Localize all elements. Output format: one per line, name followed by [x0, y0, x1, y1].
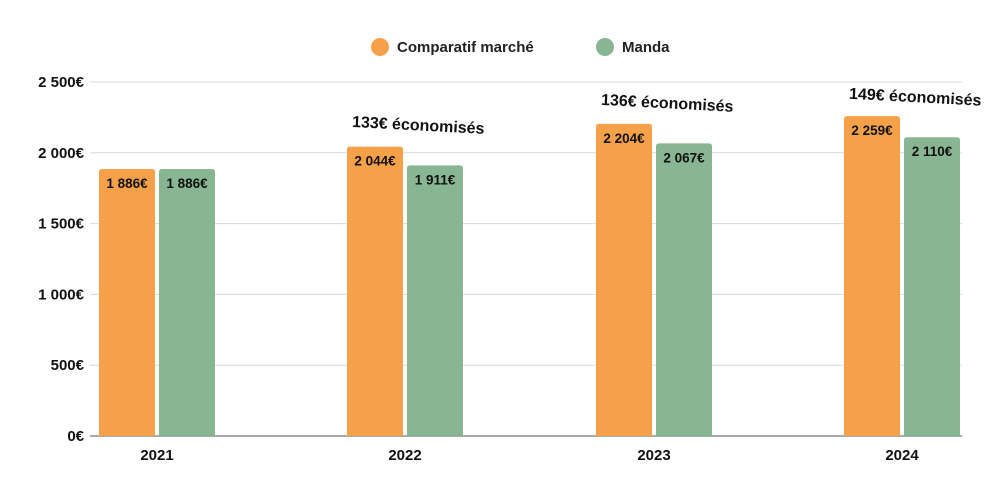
bar-manda-2021 [159, 168, 215, 437]
legend: Comparatif marché Manda [371, 38, 670, 56]
y-tick-label: 2 000€ [38, 145, 85, 162]
bar-manda-2023 [656, 143, 712, 436]
y-tick-label: 1 000€ [38, 286, 85, 303]
labels: 0€ 500€ 1 000€ 1 500€ 2 000€ 2 500€ 1 886€ 1 88… [38, 74, 982, 464]
savings-annotation: 133€ économisés [352, 114, 485, 138]
bar-value-label: 1 886€ [106, 176, 148, 191]
bar-value-label: 1 886€ [166, 176, 208, 191]
x-tick-label: 2022 [388, 447, 421, 464]
x-tick-label: 2021 [140, 447, 173, 464]
legend-label: Manda [622, 39, 670, 56]
legend-swatch-comparatif-marche [371, 38, 389, 56]
y-tick-label: 2 500€ [38, 74, 85, 91]
bar-comparatif-marche-2021 [99, 168, 155, 437]
bar-comparatif-marche-2024 [844, 116, 900, 436]
bar-value-label: 2 067€ [663, 150, 705, 165]
bar-value-label: 1 911€ [415, 172, 456, 187]
grid [90, 81, 962, 437]
bar-manda-2024 [904, 137, 960, 436]
bar-value-label: 2 259€ [851, 123, 893, 138]
bar-comparatif-marche-2022 [347, 146, 403, 437]
bars [99, 116, 960, 437]
bar-value-label: 2 204€ [603, 131, 645, 146]
bar-comparatif-marche-2023 [596, 123, 652, 436]
x-tick-label: 2023 [637, 447, 670, 464]
y-tick-label: 0€ [67, 428, 84, 445]
bar-manda-2022 [407, 165, 463, 436]
savings-annotation: 149€ économisés [849, 86, 982, 110]
savings-annotation: 136€ économisés [601, 92, 734, 116]
bar-value-label: 2 110€ [912, 144, 953, 159]
legend-label: Comparatif marché [397, 39, 534, 56]
y-tick-label: 500€ [51, 357, 85, 374]
y-tick-label: 1 500€ [38, 216, 85, 233]
legend-swatch-manda [596, 38, 614, 56]
bar-value-label: 2 044€ [354, 154, 396, 169]
x-tick-label: 2024 [885, 447, 919, 464]
